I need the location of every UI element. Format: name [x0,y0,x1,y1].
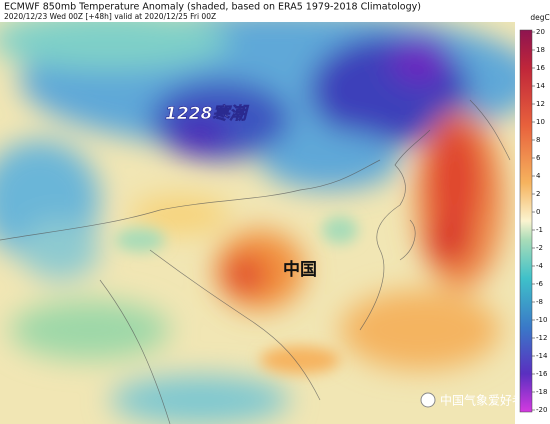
colorbar-tick-label: -18 [536,388,547,396]
watermark: 中国气象爱好者 [440,393,524,408]
colorbar-tick-label: -12 [536,334,547,342]
colorbar-tick-label: 16 [536,64,545,72]
colorbar-tick-label: -2 [536,244,543,252]
colorbar-tick-label: -1 [536,226,543,234]
colorbar-tick-label: 20 [536,28,545,36]
colorbar-tick-label: 14 [536,82,545,90]
colorbar-tick-label: 6 [536,154,541,162]
map [0,22,515,424]
colorbar-tick-label: 2 [536,190,540,198]
map-annotation: 中国 [283,259,317,280]
colorbar-tick-label: 18 [536,46,545,54]
watermark-icon [420,392,436,408]
map-annotation: 1228寒潮 [165,104,249,124]
map-title: ECMWF 850mb Temperature Anomaly (shaded,… [4,2,421,13]
colorbar-tick-label: -20 [536,406,547,414]
colorbar-tick-label: 8 [536,136,540,144]
colorbar-unit: degC [530,13,549,22]
colorbar-tick-label: 4 [536,172,541,180]
colorbar-tick-label: -10 [536,316,547,324]
colorbar-tick-label: -14 [536,352,548,360]
colorbar-tick-label: -4 [536,262,544,270]
colorbar-tick-label: -16 [536,370,548,378]
map-subtitle: 2020/12/23 Wed 00Z [+48h] valid at 2020/… [4,12,216,21]
colorbar [519,29,533,413]
colorbar-tick-label: 0 [536,208,540,216]
colorbar-tick-label: -6 [536,280,544,288]
colorbar-tick-label: 12 [536,100,545,108]
colorbar-tick-label: -8 [536,298,543,306]
colorbar-tick-label: 10 [536,118,545,126]
